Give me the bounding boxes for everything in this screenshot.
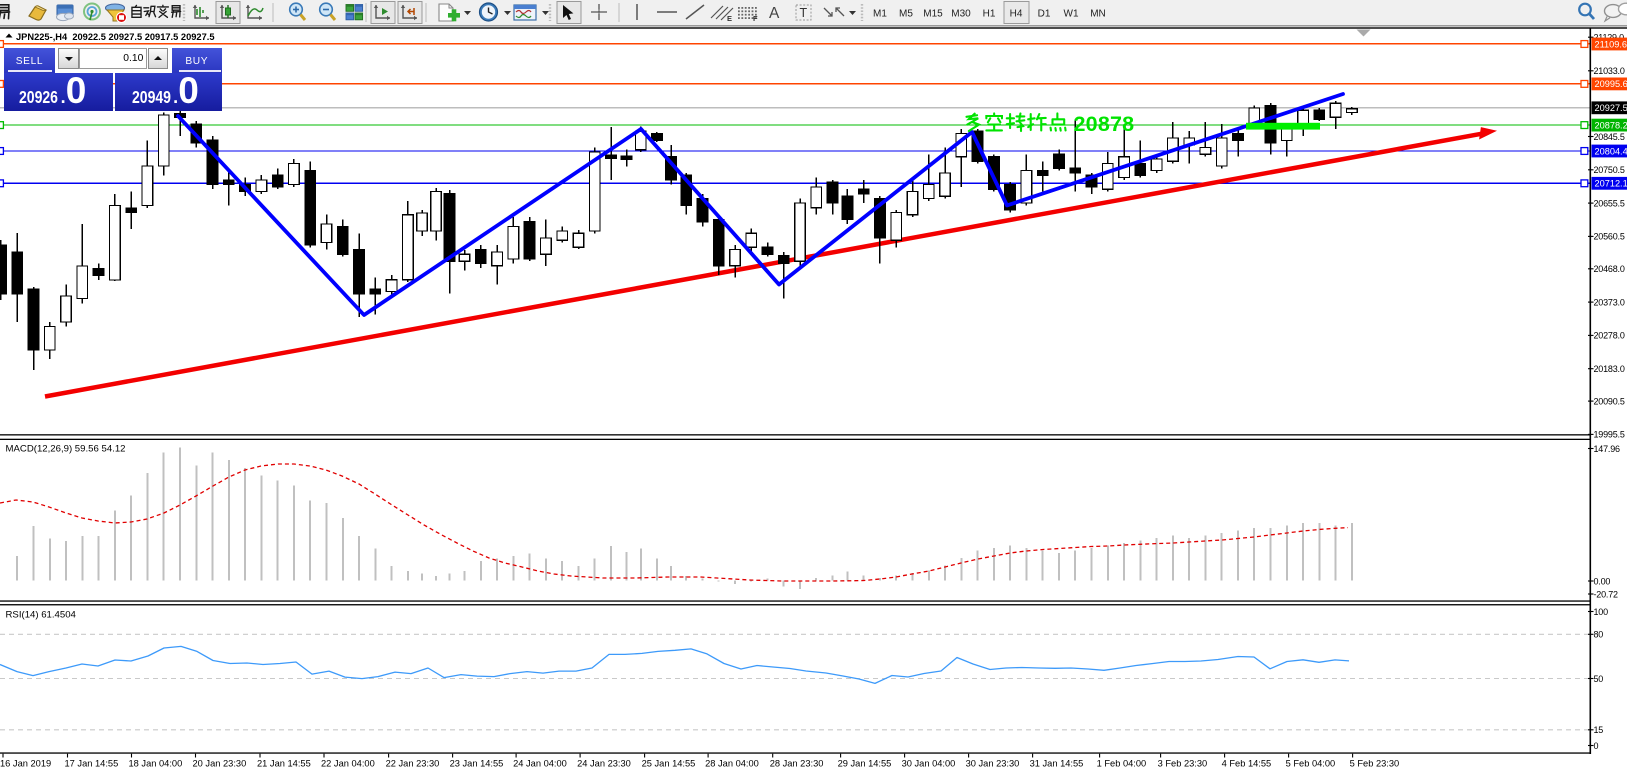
svg-text:T: T	[800, 6, 808, 20]
svg-text:29 Jan 14:55: 29 Jan 14:55	[838, 759, 892, 769]
svg-text:W1: W1	[1064, 9, 1079, 20]
svg-text:M30: M30	[951, 9, 971, 20]
svg-text:20373.0: 20373.0	[1594, 297, 1625, 307]
svg-text:E: E	[727, 14, 732, 23]
svg-text:20750.5: 20750.5	[1594, 165, 1625, 175]
svg-text:147.96: 147.96	[1594, 444, 1621, 454]
svg-text:-20.72: -20.72	[1594, 589, 1619, 599]
svg-text:16 Jan 2019: 16 Jan 2019	[0, 759, 51, 769]
svg-text:80: 80	[1594, 630, 1604, 640]
svg-text:0: 0	[1594, 741, 1599, 751]
svg-text:A: A	[769, 5, 780, 22]
svg-text:30 Jan 04:00: 30 Jan 04:00	[902, 759, 956, 769]
svg-text:20995.6: 20995.6	[1595, 79, 1627, 89]
svg-text:24 Jan 04:00: 24 Jan 04:00	[513, 759, 567, 769]
svg-text:3 Feb 23:30: 3 Feb 23:30	[1158, 759, 1208, 769]
svg-text:21 Jan 14:55: 21 Jan 14:55	[257, 759, 311, 769]
svg-text:100: 100	[1594, 607, 1609, 617]
svg-text:22 Jan 04:00: 22 Jan 04:00	[321, 759, 375, 769]
svg-text:20655.5: 20655.5	[1594, 198, 1625, 208]
svg-text:20845.5: 20845.5	[1594, 132, 1625, 142]
svg-text:20183.0: 20183.0	[1594, 364, 1625, 374]
svg-text:20 Jan 23:30: 20 Jan 23:30	[193, 759, 247, 769]
svg-text:21109.6: 21109.6	[1595, 39, 1627, 49]
svg-text:20804.4: 20804.4	[1595, 146, 1627, 156]
svg-text:MN: MN	[1090, 9, 1106, 20]
svg-text:D1: D1	[1038, 9, 1051, 20]
svg-text:18 Jan 04:00: 18 Jan 04:00	[129, 759, 183, 769]
svg-text:21129.0: 21129.0	[1594, 33, 1625, 43]
svg-text:20878: 20878	[1074, 112, 1135, 136]
svg-text:20090.5: 20090.5	[1594, 396, 1625, 406]
svg-text:RSI(14) 61.4504: RSI(14) 61.4504	[6, 610, 77, 621]
svg-text:22 Jan 23:30: 22 Jan 23:30	[386, 759, 440, 769]
svg-text:5 Feb 04:00: 5 Feb 04:00	[1286, 759, 1336, 769]
svg-text:23 Jan 14:55: 23 Jan 14:55	[450, 759, 504, 769]
svg-text:20278.0: 20278.0	[1594, 331, 1625, 341]
svg-text:25 Jan 14:55: 25 Jan 14:55	[642, 759, 696, 769]
svg-text:H1: H1	[983, 9, 996, 20]
svg-text:19995.5: 19995.5	[1594, 430, 1625, 440]
svg-text:20468.0: 20468.0	[1594, 264, 1625, 274]
svg-text:M15: M15	[923, 9, 943, 20]
svg-text:24 Jan 23:30: 24 Jan 23:30	[577, 759, 631, 769]
svg-text:50: 50	[1594, 674, 1604, 684]
svg-text:20560.5: 20560.5	[1594, 232, 1625, 242]
svg-text:17 Jan 14:55: 17 Jan 14:55	[65, 759, 119, 769]
svg-text:1 Feb 04:00: 1 Feb 04:00	[1097, 759, 1147, 769]
svg-text:4 Feb 14:55: 4 Feb 14:55	[1222, 759, 1272, 769]
svg-text:MACD(12,26,9) 59.56 54.12: MACD(12,26,9) 59.56 54.12	[6, 444, 126, 455]
svg-text:31 Jan 14:55: 31 Jan 14:55	[1030, 759, 1084, 769]
svg-text:F: F	[753, 14, 758, 23]
svg-text:20878.2: 20878.2	[1595, 120, 1627, 130]
svg-text:M1: M1	[873, 9, 887, 20]
svg-text:28 Jan 04:00: 28 Jan 04:00	[705, 759, 759, 769]
svg-text:JPN225-,H4 20922.5 20927.5 20: JPN225-,H4 20922.5 20927.5 20917.5 20927…	[16, 32, 215, 42]
svg-text:15: 15	[1594, 725, 1604, 735]
svg-text:H4: H4	[1010, 9, 1023, 20]
svg-text:5 Feb 23:30: 5 Feb 23:30	[1350, 759, 1400, 769]
svg-text:28 Jan 23:30: 28 Jan 23:30	[770, 759, 824, 769]
svg-text:20927.5: 20927.5	[1595, 103, 1627, 113]
svg-text:20712.1: 20712.1	[1595, 179, 1627, 189]
svg-text:0.00: 0.00	[1594, 576, 1611, 586]
svg-text:21033.0: 21033.0	[1594, 66, 1625, 76]
svg-text:30 Jan 23:30: 30 Jan 23:30	[966, 759, 1020, 769]
svg-text:M5: M5	[899, 9, 913, 20]
